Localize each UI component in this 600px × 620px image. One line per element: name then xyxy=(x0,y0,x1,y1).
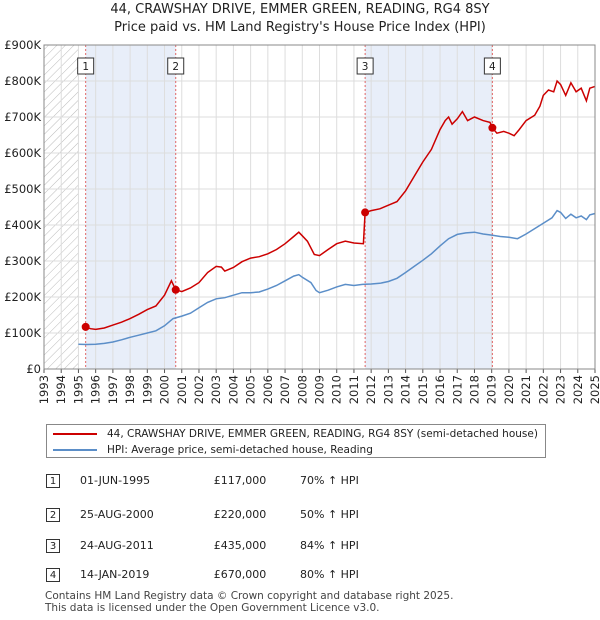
x-tick-label: 2024 xyxy=(571,375,585,404)
y-tick-label: £800K xyxy=(4,74,41,88)
sale-point xyxy=(488,123,497,132)
x-tick-label: 2011 xyxy=(347,375,361,404)
x-tick-label: 2018 xyxy=(467,375,481,404)
chart-subtitle: Price paid vs. HM Land Registry's House … xyxy=(114,20,486,35)
transaction-number: 4 xyxy=(46,568,60,582)
sale-label-frame xyxy=(77,57,95,75)
transaction-price: £220,000 xyxy=(213,508,267,521)
x-tick-label: 2019 xyxy=(485,375,499,404)
legend-item-hpi: HPI: Average price, semi-detached house,… xyxy=(53,442,373,458)
transaction-hpi: 80% ↑ HPI xyxy=(300,568,359,581)
transaction-price: £435,000 xyxy=(213,539,267,552)
transaction-date: 25-AUG-2000 xyxy=(80,508,154,521)
y-tick-label: £200K xyxy=(4,290,41,304)
x-tick-label: 2012 xyxy=(364,375,378,404)
chart-title: 44, CRAWSHAY DRIVE, EMMER GREEN, READING… xyxy=(110,2,490,17)
transaction-price: £670,000 xyxy=(213,568,267,581)
x-tick-label: 2014 xyxy=(399,375,413,404)
sale-label-number: 2 xyxy=(172,61,179,73)
y-tick-label: £600K xyxy=(4,146,41,160)
transaction-hpi: 70% ↑ HPI xyxy=(300,474,359,487)
x-tick-label: 2000 xyxy=(158,375,172,404)
sale-point xyxy=(81,322,90,331)
sale-label-number: 4 xyxy=(489,61,496,73)
plot-frame xyxy=(43,44,596,370)
sale-label-frame xyxy=(167,57,185,75)
sale-label-number: 1 xyxy=(82,61,89,73)
sale-label-box: 4 xyxy=(483,57,501,75)
sale-label-box: 3 xyxy=(356,57,374,75)
x-tick-label: 2021 xyxy=(519,375,533,404)
y-tick-label: £500K xyxy=(4,182,41,196)
price-chart: £0 £100K £200K £300K £400K £500K £600K £700K £80… xyxy=(4,38,600,404)
x-tick-label: 2020 xyxy=(502,375,516,404)
legend-item-property: 44, CRAWSHAY DRIVE, EMMER GREEN, READING… xyxy=(53,426,538,442)
transaction-number: 2 xyxy=(46,508,60,522)
x-tick-label: 2002 xyxy=(192,375,206,404)
x-tick-label: 1994 xyxy=(54,375,68,404)
x-tick-label: 2003 xyxy=(209,375,223,404)
x-tick-label: 2025 xyxy=(588,375,600,404)
legend-swatch-hpi xyxy=(53,449,97,451)
footer-licence: This data is licensed under the Open Gov… xyxy=(45,602,380,614)
ownership-band xyxy=(365,45,493,369)
y-tick-label: £400K xyxy=(4,218,41,232)
x-tick-label: 2006 xyxy=(261,375,275,404)
x-tick-label: 1996 xyxy=(89,375,103,404)
transaction-number: 3 xyxy=(46,539,60,553)
legend-swatch-property xyxy=(53,433,97,435)
legend-label-property: 44, CRAWSHAY DRIVE, EMMER GREEN, READING… xyxy=(107,428,538,440)
x-tick-label: 1995 xyxy=(71,375,85,404)
x-tick-label: 1998 xyxy=(123,375,137,404)
sale-label-number: 3 xyxy=(362,61,369,73)
transaction-hpi: 50% ↑ HPI xyxy=(300,508,359,521)
sale-point xyxy=(361,208,370,217)
series-line-hpi xyxy=(78,209,596,346)
y-tick-label: £100K xyxy=(4,326,41,340)
x-tick-label: 1997 xyxy=(106,375,120,404)
transaction-hpi: 84% ↑ HPI xyxy=(300,539,359,552)
y-tick-label: £0 xyxy=(26,362,41,376)
y-tick-label: £900K xyxy=(4,38,41,52)
x-tick-label: 2007 xyxy=(278,375,292,404)
transaction-date: 14-JAN-2019 xyxy=(80,568,150,581)
transaction-number: 1 xyxy=(46,474,60,488)
footer-copyright: Contains HM Land Registry data © Crown c… xyxy=(45,590,454,602)
transaction-date: 01-JUN-1995 xyxy=(80,474,151,487)
x-tick-label: 2004 xyxy=(226,375,240,404)
x-tick-label: 2017 xyxy=(450,375,464,404)
x-tick-label: 2005 xyxy=(244,375,258,404)
legend-label-hpi: HPI: Average price, semi-detached house,… xyxy=(107,444,373,456)
x-tick-label: 2013 xyxy=(381,375,395,404)
chart-legend: 44, CRAWSHAY DRIVE, EMMER GREEN, READING… xyxy=(46,424,546,458)
x-tick-label: 2008 xyxy=(295,375,309,404)
y-tick-label: £700K xyxy=(4,110,41,124)
x-tick-label: 1993 xyxy=(37,375,51,404)
x-tick-label: 2023 xyxy=(554,375,568,404)
x-tick-label: 2016 xyxy=(433,375,447,404)
x-tick-label: 2010 xyxy=(330,375,344,404)
transaction-price: £117,000 xyxy=(213,474,267,487)
x-tick-label: 2015 xyxy=(416,375,430,404)
sale-label-frame xyxy=(483,57,501,75)
x-tick-label: 1999 xyxy=(140,375,154,404)
sale-point xyxy=(171,285,180,294)
sale-label-frame xyxy=(356,57,374,75)
ownership-band xyxy=(85,45,176,369)
sale-label-box: 2 xyxy=(167,57,185,75)
transaction-date: 24-AUG-2011 xyxy=(80,539,154,552)
x-tick-label: 2009 xyxy=(313,375,327,404)
x-tick-label: 2022 xyxy=(536,375,550,404)
sale-label-box: 1 xyxy=(77,57,95,75)
x-tick-label: 2001 xyxy=(175,375,189,404)
y-tick-label: £300K xyxy=(4,254,41,268)
